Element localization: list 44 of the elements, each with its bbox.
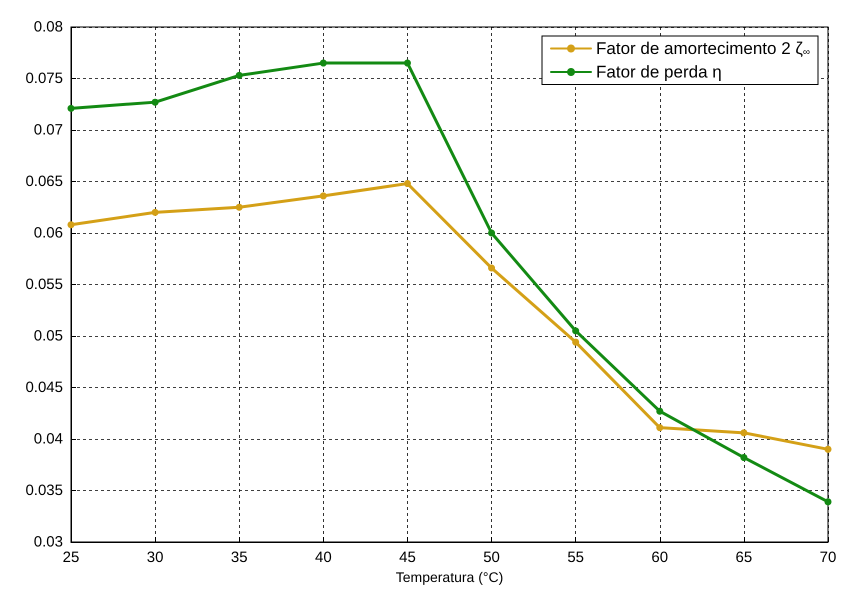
point: [824, 498, 832, 506]
point: [488, 230, 496, 236]
point: [68, 104, 74, 112]
point: [740, 429, 748, 436]
legend-label: Fator de amortecimento 2 ζ∞: [596, 39, 810, 58]
point: [68, 221, 74, 228]
y-tick-label: 0.055: [25, 276, 63, 293]
y-tick-label: 0.07: [34, 122, 63, 138]
point: [236, 204, 243, 211]
x-tick-label: 45: [399, 549, 416, 566]
point: [656, 408, 664, 415]
point: [488, 264, 496, 272]
x-tick-label: 55: [567, 549, 584, 566]
point: [404, 60, 411, 67]
point: [572, 338, 580, 346]
legend-label: Fator de perda η: [596, 62, 722, 82]
point: [740, 454, 748, 462]
x-tick-label: 30: [146, 549, 164, 566]
point: [320, 192, 327, 200]
x-tick-label: 40: [314, 549, 332, 566]
y-tick-label: 0.08: [34, 18, 63, 36]
point: [656, 424, 664, 432]
x-axis-title: Temperatura (°C): [396, 568, 504, 585]
y-tick-label: 0.045: [25, 379, 63, 396]
point: [152, 208, 159, 216]
point: [236, 72, 243, 79]
y-tick-label: 0.065: [25, 173, 63, 190]
point: [824, 446, 832, 453]
x-tick-label: 35: [230, 549, 248, 566]
point: [404, 180, 411, 188]
x-tick-label: 65: [736, 549, 752, 566]
x-tick-label: 50: [483, 549, 500, 566]
y-tick-label: 0.05: [34, 328, 63, 344]
y-tick-label: 0.04: [34, 430, 63, 448]
y-tick-label: 0.035: [25, 482, 63, 499]
point: [320, 60, 327, 67]
y-tick-label: 0.06: [34, 224, 63, 242]
point: [572, 327, 580, 334]
x-tick-label: 25: [62, 549, 80, 566]
x-tick-label: 60: [651, 549, 668, 566]
point: [152, 98, 159, 106]
x-tick-label: 70: [820, 549, 836, 566]
y-tick-label: 0.03: [34, 534, 63, 550]
y-tick-label: 0.075: [25, 70, 63, 87]
